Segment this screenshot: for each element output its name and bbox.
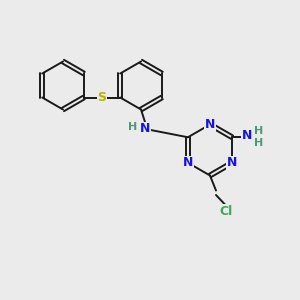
Text: N: N bbox=[140, 122, 151, 136]
Text: Cl: Cl bbox=[220, 205, 233, 218]
Text: N: N bbox=[242, 129, 252, 142]
Text: S: S bbox=[98, 91, 106, 104]
Text: N: N bbox=[227, 156, 237, 169]
Text: H: H bbox=[254, 126, 264, 136]
Text: N: N bbox=[183, 156, 193, 169]
Text: H: H bbox=[254, 138, 264, 148]
Text: H: H bbox=[128, 122, 137, 133]
Text: N: N bbox=[205, 118, 215, 131]
